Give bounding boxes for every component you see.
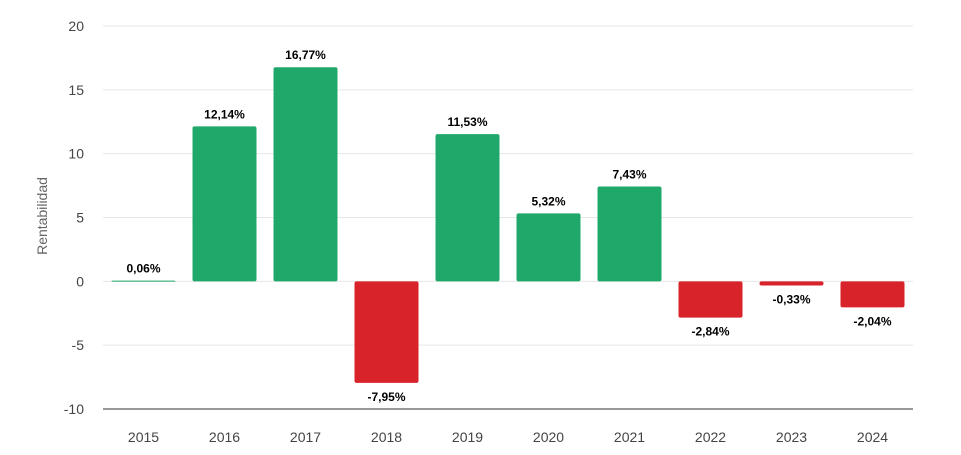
bar-2017 bbox=[273, 67, 338, 282]
bar-2021 bbox=[597, 186, 662, 282]
bar-2022 bbox=[678, 281, 743, 318]
bar-2023 bbox=[759, 281, 824, 286]
data-label-2024: -2,04% bbox=[853, 314, 891, 328]
data-labels: 0,06% 12,14% 16,77% -7,95% 11,53% 5,32% 7,43% -… bbox=[126, 48, 891, 404]
x-tick-label: 2020 bbox=[533, 429, 564, 445]
y-tick-label: -5 bbox=[72, 337, 85, 353]
x-tick-label: 2022 bbox=[695, 429, 726, 445]
y-tick-label: 5 bbox=[76, 210, 84, 226]
bar-2020 bbox=[516, 213, 581, 282]
bar-2018 bbox=[354, 281, 419, 383]
data-label-2020: 5,32% bbox=[531, 194, 565, 208]
bar-2024 bbox=[840, 281, 905, 308]
x-tick-label: 2018 bbox=[371, 429, 402, 445]
data-label-2017: 16,77% bbox=[285, 48, 326, 62]
x-tick-label: 2023 bbox=[776, 429, 807, 445]
x-tick-label: 2024 bbox=[857, 429, 888, 445]
x-tick-label: 2021 bbox=[614, 429, 645, 445]
x-axis-ticks: 2015 2016 2017 2018 2019 2020 2021 2022 2023 2024 bbox=[128, 429, 888, 445]
bars bbox=[111, 67, 905, 383]
x-tick-label: 2017 bbox=[290, 429, 321, 445]
x-tick-label: 2019 bbox=[452, 429, 483, 445]
y-tick-label: 10 bbox=[68, 146, 84, 162]
x-tick-label: 2016 bbox=[209, 429, 240, 445]
data-label-2021: 7,43% bbox=[612, 167, 646, 181]
data-label-2022: -2,84% bbox=[691, 325, 729, 339]
y-tick-label: -10 bbox=[64, 401, 84, 417]
y-tick-label: 15 bbox=[68, 82, 84, 98]
data-label-2015: 0,06% bbox=[126, 262, 160, 276]
data-label-2016: 12,14% bbox=[204, 107, 245, 121]
data-label-2018: -7,95% bbox=[367, 390, 405, 404]
y-axis-ticks: 20 15 10 5 0 -5 -10 bbox=[64, 18, 84, 417]
y-axis-title: Rentabilidad bbox=[34, 177, 50, 255]
y-tick-label: 0 bbox=[76, 273, 84, 289]
y-tick-label: 20 bbox=[68, 18, 84, 34]
bar-2015 bbox=[111, 280, 176, 282]
data-label-2023: -0,33% bbox=[772, 293, 810, 307]
bar-2019 bbox=[435, 134, 500, 282]
bar-2016 bbox=[192, 126, 257, 282]
data-label-2019: 11,53% bbox=[447, 115, 487, 129]
x-tick-label: 2015 bbox=[128, 429, 159, 445]
